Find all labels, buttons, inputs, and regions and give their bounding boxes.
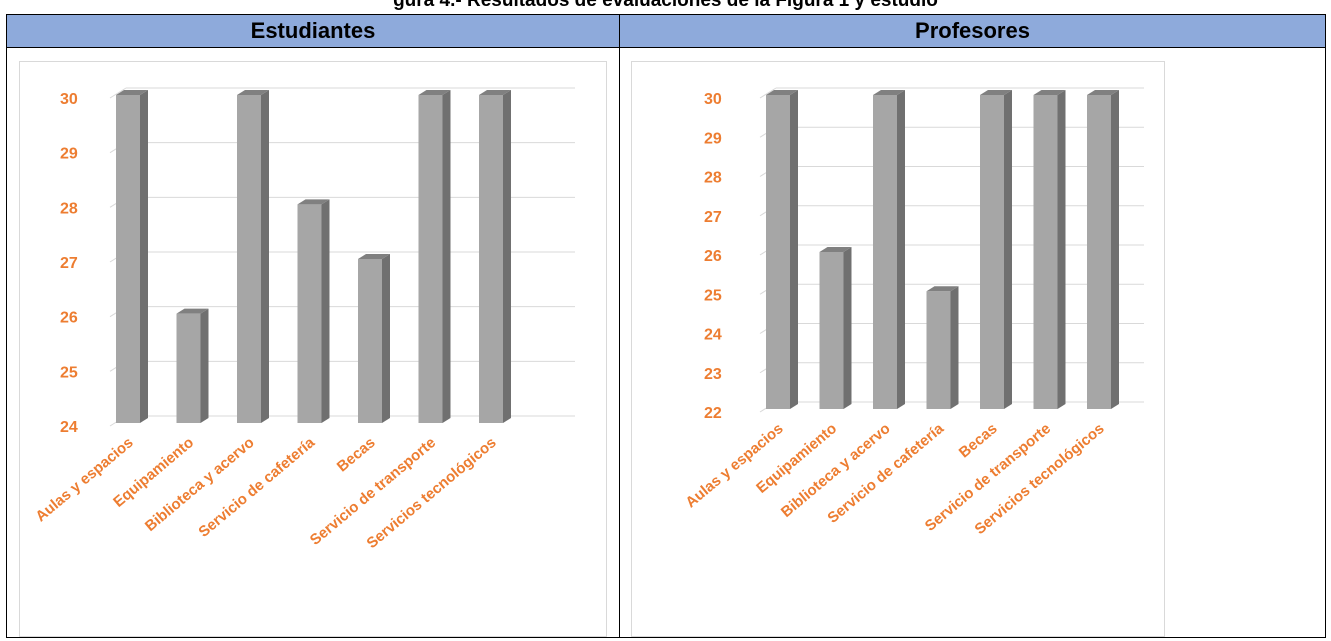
bar-top xyxy=(418,90,451,95)
y-tick-label: 26 xyxy=(704,248,722,265)
bar-front xyxy=(1033,95,1058,409)
category-label: Becas xyxy=(956,420,1001,461)
category-label: Biblioteca y acervo xyxy=(142,434,258,535)
bar-top xyxy=(116,90,148,95)
y-tick-label: 28 xyxy=(60,200,78,217)
bar-top xyxy=(479,90,511,95)
bar xyxy=(116,90,148,423)
column-divider xyxy=(619,15,620,637)
bar-top xyxy=(297,199,330,205)
y-tick-label: 29 xyxy=(60,146,78,163)
y-tick-label: 25 xyxy=(60,364,78,381)
bar xyxy=(297,199,330,423)
bar-front xyxy=(358,259,382,423)
bar-side xyxy=(950,286,959,409)
category-label: Aulas y espacios xyxy=(32,434,136,525)
y-tick-label: 24 xyxy=(704,327,722,344)
bar-front xyxy=(926,291,951,409)
y-tick-label: 27 xyxy=(704,209,722,226)
y-tick-label: 24 xyxy=(60,419,78,436)
bar-side xyxy=(843,247,852,409)
bar-top xyxy=(819,247,852,252)
bar xyxy=(926,286,959,409)
bar-front xyxy=(237,95,261,423)
bar-top xyxy=(926,286,959,292)
bar-front xyxy=(766,95,790,409)
bar-front xyxy=(819,252,844,409)
bar-top xyxy=(766,90,798,95)
bar xyxy=(237,90,269,423)
bar-top xyxy=(1087,90,1119,95)
header-profesores: Profesores xyxy=(915,18,1030,43)
y-tick-label: 27 xyxy=(60,255,78,272)
category-label: Becas xyxy=(334,434,379,475)
bar-top xyxy=(237,90,269,95)
chart-panel-profesores: 22 23 24 25 26 27 28 29 30 Aulas y espacios Equipa… xyxy=(631,61,1165,637)
y-tick-label: 28 xyxy=(704,170,722,187)
bar-side xyxy=(321,199,330,423)
bar-front xyxy=(418,95,443,423)
bar-side xyxy=(261,90,269,423)
bar xyxy=(358,254,390,423)
chart-panel-estudiantes: 24 25 26 27 28 29 30 Aulas y espacios Equipamien… xyxy=(19,61,607,637)
bar-side xyxy=(1057,90,1066,409)
bar xyxy=(819,247,852,409)
bar-side xyxy=(382,254,390,423)
y-tick-label: 30 xyxy=(704,91,722,108)
bar xyxy=(479,90,511,423)
bar-side xyxy=(503,90,511,423)
bar xyxy=(980,90,1012,409)
y-tick-label: 26 xyxy=(60,310,78,327)
table-header-row: Estudiantes Profesores xyxy=(7,15,1325,48)
bar-top xyxy=(176,308,209,314)
bar-side xyxy=(897,90,905,409)
bar-front xyxy=(297,204,322,423)
category-label: Aulas y espacios xyxy=(682,420,786,511)
bar xyxy=(176,308,209,423)
bar-side xyxy=(790,90,798,409)
bar-front xyxy=(980,95,1004,409)
grid-diagonal xyxy=(759,87,777,99)
bar-side xyxy=(1111,90,1119,409)
bar xyxy=(418,90,451,423)
bar-front xyxy=(176,313,201,423)
bar-front xyxy=(1087,95,1111,409)
bar xyxy=(766,90,798,409)
bar-top xyxy=(358,254,390,259)
bar-side xyxy=(442,90,451,423)
header-estudiantes: Estudiantes xyxy=(250,18,376,43)
grid-diagonal xyxy=(109,87,127,99)
bar-side xyxy=(1004,90,1012,409)
figure-caption: gura 4.- Resultados de evaluaciones de l… xyxy=(393,0,938,11)
y-tick-label: 30 xyxy=(60,91,78,108)
y-tick-label: 22 xyxy=(704,405,722,422)
bar-side xyxy=(140,90,148,423)
bar xyxy=(873,90,905,409)
bar-top xyxy=(980,90,1012,95)
bar-top xyxy=(873,90,905,95)
bar-front xyxy=(873,95,897,409)
bar xyxy=(1087,90,1119,409)
category-label: Servicio de cafetería xyxy=(195,434,318,541)
bar-front xyxy=(116,95,140,423)
y-tick-label: 23 xyxy=(704,366,722,383)
bar-top xyxy=(1033,90,1066,95)
bar-front xyxy=(479,95,503,423)
y-tick-label: 29 xyxy=(704,130,722,147)
bar xyxy=(1033,90,1066,409)
bar-side xyxy=(200,308,209,423)
y-tick-label: 25 xyxy=(704,287,722,304)
results-table: Estudiantes Profesores 24 25 26 27 28 29 30 Aul… xyxy=(6,14,1326,638)
